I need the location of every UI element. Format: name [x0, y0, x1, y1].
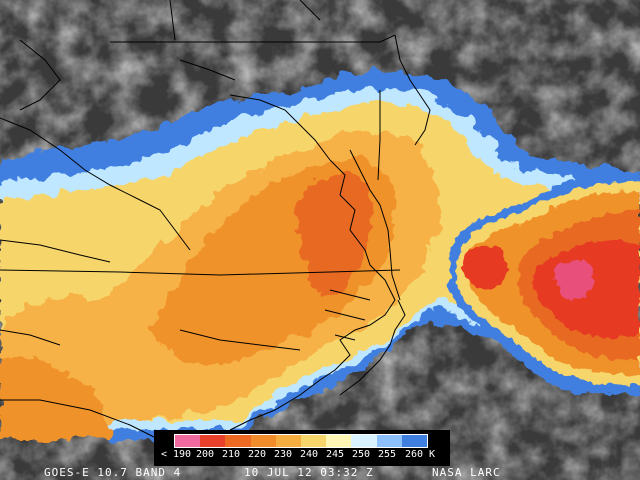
- legend-color-bar: [174, 434, 428, 448]
- legend-tick: 230: [273, 449, 293, 460]
- coastline-delmarva: [229, 159, 396, 431]
- boundary-de-md: [377, 90, 381, 181]
- legend-swatch: [326, 435, 352, 447]
- boundary-nc-sc: [0, 399, 161, 441]
- boundary-ky-va: [0, 239, 111, 263]
- boundary-wv-va: [0, 117, 191, 251]
- legend-tick: 250: [351, 449, 371, 460]
- image-caption: GOES-E 10.7 BAND 4 10 JUL 12 03:32 Z NAS…: [0, 466, 640, 480]
- offshore-red-cell: [462, 245, 508, 289]
- legend-tick: 220: [247, 449, 267, 460]
- coastline-sounds: [324, 289, 371, 341]
- coastline-chesapeake: [349, 149, 401, 301]
- legend-swatch: [301, 435, 327, 447]
- legend-swatch: [250, 435, 276, 447]
- legend-tick: 245: [325, 449, 345, 460]
- boundary-pa-md: [110, 34, 396, 43]
- boundary-tn-nc: [0, 329, 61, 346]
- state-boundaries: [0, 0, 431, 441]
- legend-tick: 200: [195, 449, 215, 460]
- offshore-pink-core: [554, 260, 594, 301]
- legend-tick: 240: [299, 449, 319, 460]
- coastline-outer-banks: [339, 299, 406, 396]
- legend-tick: 255: [377, 449, 397, 460]
- storm-southwest-blob: [0, 356, 111, 440]
- legend-tick: 210: [221, 449, 241, 460]
- caption-source: GOES-E 10.7 BAND 4: [44, 466, 182, 479]
- legend-swatch: [225, 435, 251, 447]
- legend-swatch: [200, 435, 226, 447]
- boundary-md-va-potomac: [229, 94, 331, 161]
- storm-darkorange-streak: [298, 172, 373, 293]
- legend-swatch: [401, 435, 428, 447]
- legend-swatch: [275, 435, 302, 447]
- legend-tick-labels: < 190 200 210 220 230 240 245 250 255 26…: [154, 449, 450, 463]
- legend-tick: 260 K: [404, 449, 436, 460]
- legend-swatch: [175, 435, 201, 447]
- boundary-oh-wv: [19, 39, 61, 111]
- boundary-nj-coast: [394, 34, 431, 146]
- boundary-ny-pa: [169, 0, 321, 41]
- legend-swatch: [376, 435, 402, 447]
- boundary-va-nc: [0, 269, 401, 276]
- boundary-nc-county: [179, 329, 301, 351]
- temperature-legend: < 190 200 210 220 230 240 245 250 255 26…: [154, 430, 450, 466]
- caption-datetime: 10 JUL 12 03:32 Z: [244, 466, 374, 479]
- boundary-va-inner: [179, 59, 236, 81]
- caption-credit: NASA LARC: [432, 466, 501, 479]
- legend-tick: < 190: [160, 449, 192, 460]
- legend-swatch: [351, 435, 377, 447]
